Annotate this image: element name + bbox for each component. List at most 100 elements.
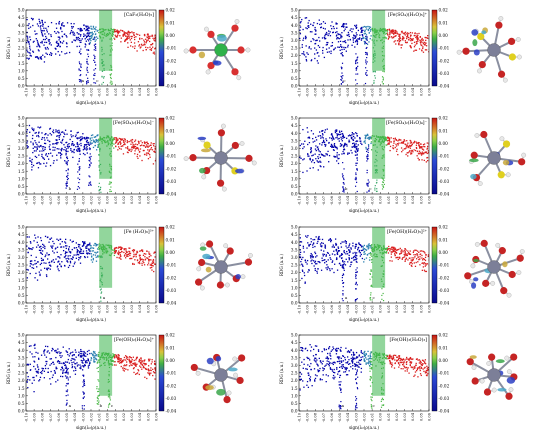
scatter-point <box>113 361 115 363</box>
spike-point <box>102 81 104 84</box>
scatter-point <box>299 244 301 247</box>
scatter-point <box>120 145 122 148</box>
scatter-point <box>329 257 331 259</box>
scatter-point <box>411 152 413 155</box>
spike-point <box>371 261 373 263</box>
spike-point <box>342 261 344 263</box>
molecule-structure <box>183 123 257 192</box>
scatter-point <box>336 251 339 253</box>
scatter-point <box>394 30 396 32</box>
scatter-point <box>80 250 82 252</box>
spike-point <box>343 152 345 154</box>
scatter-point <box>419 152 422 154</box>
scatter-point <box>352 39 354 41</box>
scatter-point <box>401 30 403 32</box>
scatter-point <box>359 37 361 39</box>
scatter-point <box>399 257 401 259</box>
scatter-point <box>50 34 52 36</box>
scatter-point <box>325 138 327 140</box>
scatter-point <box>26 35 28 37</box>
scatter-point <box>396 40 399 42</box>
scatter-point <box>117 31 120 33</box>
scatter-point <box>351 257 353 259</box>
scatter-point <box>91 36 93 38</box>
scatter-point <box>92 250 94 252</box>
scatter-point <box>37 132 40 134</box>
scatter-point <box>338 154 340 156</box>
scatter-point <box>30 345 32 347</box>
scatter-point <box>125 39 127 41</box>
scatter-point <box>49 264 51 266</box>
scatter-point <box>62 138 64 141</box>
scatter-point <box>355 243 357 246</box>
scatter-point <box>154 256 156 258</box>
scatter-point <box>32 142 34 144</box>
scatter-point <box>393 140 395 142</box>
scatter-point <box>305 17 308 19</box>
scatter-point <box>60 153 62 155</box>
scatter-point <box>119 359 121 362</box>
scatter-point <box>54 350 56 352</box>
spike-point <box>366 182 368 185</box>
scatter-point <box>360 28 362 30</box>
scatter-point <box>410 261 413 263</box>
scatter-point <box>425 263 427 265</box>
scatter-point <box>95 29 97 31</box>
scatter-point <box>323 166 325 168</box>
scatter-point <box>73 361 75 363</box>
colorbar-tick-label: -0.02 <box>166 166 177 171</box>
scatter-point <box>154 47 156 49</box>
scatter-point <box>310 161 313 163</box>
scatter-point <box>68 246 71 248</box>
scatter-point <box>45 262 47 264</box>
spike-point <box>355 299 357 301</box>
scatter-point <box>351 146 353 148</box>
spike-point <box>98 182 100 184</box>
scatter-point <box>319 23 321 26</box>
scatter-point <box>89 352 91 355</box>
scatter-point <box>337 46 339 48</box>
scatter-point <box>140 144 143 146</box>
scatter-point <box>395 32 397 35</box>
scatter-point <box>143 264 146 266</box>
scatter-point <box>115 354 118 356</box>
scatter-point <box>140 359 142 361</box>
scatter-point <box>145 38 147 40</box>
scatter-point <box>37 42 39 45</box>
scatter-point <box>313 161 316 164</box>
scatter-point <box>407 259 409 261</box>
scatter-point <box>44 235 47 238</box>
scatter-point <box>39 26 42 28</box>
spike-point <box>67 172 69 174</box>
scatter-point <box>86 350 89 353</box>
scatter-point <box>398 256 401 258</box>
colorbar: 0.020.010.00-0.01-0.02-0.03-0.04 <box>431 8 450 89</box>
scatter-point <box>317 169 319 171</box>
scatter-point <box>303 146 305 148</box>
spike-point <box>342 282 345 284</box>
oxygen-atom <box>482 279 490 287</box>
scatter-point <box>386 247 388 249</box>
scatter-point <box>44 146 46 149</box>
scatter-point <box>52 250 54 252</box>
colorbar-tick-label: 0.00 <box>439 250 449 255</box>
scatter-point <box>58 138 60 141</box>
scatter-point <box>333 149 335 152</box>
scatter-point <box>68 249 70 251</box>
scatter-point <box>406 254 409 257</box>
scatter-point <box>400 147 403 149</box>
spike-point <box>80 65 82 67</box>
scatter-point <box>28 23 30 25</box>
scatter-point <box>42 54 44 56</box>
scatter-point <box>56 367 58 370</box>
colorbar-tick-label: -0.04 <box>166 301 177 306</box>
scatter-point <box>416 142 418 144</box>
scatter-point <box>55 247 57 249</box>
scatter-point <box>403 250 405 252</box>
scatter-point <box>312 260 315 262</box>
scatter-point <box>311 155 313 157</box>
scatter-point <box>332 25 335 28</box>
scatter-point <box>42 146 45 148</box>
scatter-point <box>359 255 362 257</box>
scatter-point <box>90 39 92 42</box>
